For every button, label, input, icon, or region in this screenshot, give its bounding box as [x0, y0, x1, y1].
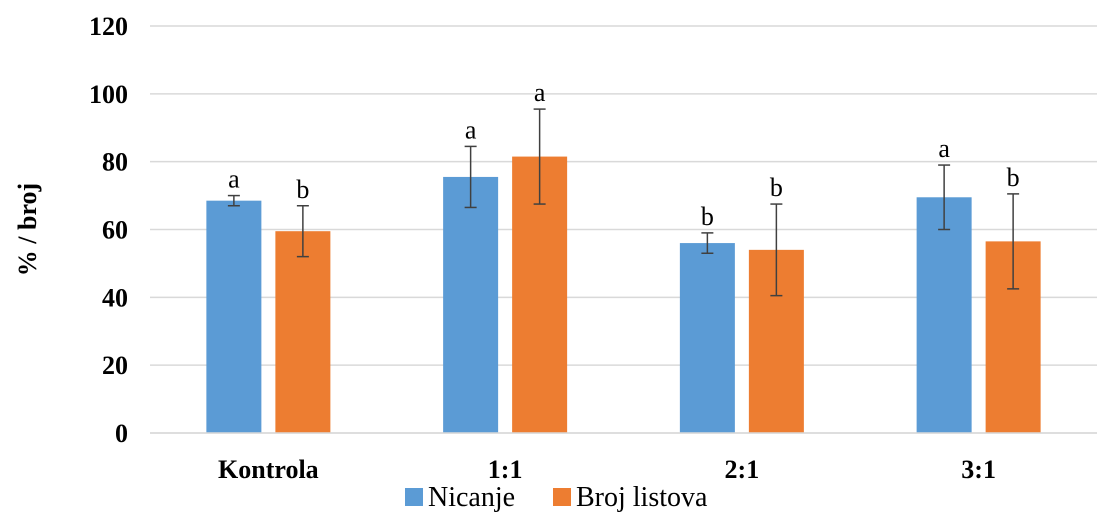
x-tick-label-2: 2:1: [725, 455, 760, 484]
y-tick-label-40: 40: [102, 283, 128, 312]
significance-label-0-1: a: [465, 115, 477, 144]
y-tick-label-80: 80: [102, 148, 128, 177]
y-tick-label-100: 100: [89, 80, 128, 109]
significance-label-1-0: b: [296, 175, 309, 204]
significance-label-1-2: b: [770, 173, 783, 202]
y-axis-label: % / broj: [13, 183, 42, 276]
significance-label-0-2: b: [701, 202, 714, 231]
x-tick-label-1: 1:1: [488, 455, 523, 484]
y-tick-label-0: 0: [115, 419, 128, 448]
y-tick-label-20: 20: [102, 351, 128, 380]
y-tick-label-60: 60: [102, 216, 128, 245]
significance-label-1-1: a: [534, 78, 546, 107]
legend-label-0: Nicanje: [428, 482, 515, 513]
bar-broj-listova-0: [275, 231, 331, 433]
x-tick-label-3: 3:1: [961, 455, 996, 484]
bar-nicanje-3: [916, 197, 972, 433]
legend-label-1: Broj listova: [576, 482, 708, 513]
x-tick-label-0: Kontrola: [218, 455, 319, 484]
significance-label-0-3: a: [938, 134, 950, 163]
bar-nicanje-2: [679, 243, 735, 433]
bar-nicanje-1: [443, 176, 499, 433]
significance-label-1-3: b: [1007, 163, 1020, 192]
legend-swatch-0: [405, 488, 423, 506]
y-tick-label-120: 120: [89, 12, 128, 41]
legend-swatch-1: [553, 488, 571, 506]
bar-nicanje-0: [206, 200, 262, 433]
significance-label-0-0: a: [228, 165, 240, 194]
